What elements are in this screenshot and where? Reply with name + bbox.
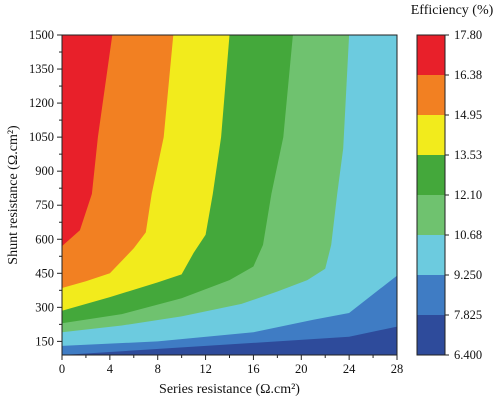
colorbar-segment — [417, 75, 445, 115]
x-axis-label: Series resistance (Ω.cm²) — [159, 382, 300, 397]
contour-band-17.80-17.80 — [62, 35, 113, 247]
colorbar-segment — [417, 195, 445, 235]
x-tick-label: 0 — [59, 362, 65, 376]
y-axis-label: Shunt resistance (Ω.cm²) — [6, 125, 21, 265]
x-axis-ticks: 0 4 8 12 16 20 24 28 — [59, 355, 403, 376]
x-tick-label: 28 — [391, 362, 404, 376]
colorbar-label: 6.400 — [454, 348, 482, 362]
y-tick-label: 1500 — [29, 28, 54, 42]
y-tick-label: 600 — [35, 232, 54, 246]
y-tick-label: 150 — [35, 334, 54, 348]
colorbar-segment — [417, 235, 445, 275]
x-tick-label: 16 — [247, 362, 260, 376]
colorbar-label: 10.68 — [454, 228, 482, 242]
y-axis-ticks: 150 300 450 600 750 900 1050 1200 1350 1500 — [29, 28, 62, 348]
colorbar-label: 13.53 — [454, 148, 482, 162]
y-tick-label: 300 — [35, 300, 54, 314]
colorbar-segment — [417, 155, 445, 195]
colorbar: 6.400 7.825 9.250 10.68 12.10 13.53 14.95 16.38… — [416, 28, 482, 362]
colorbar-segment — [417, 315, 445, 355]
colorbar-label: 12.10 — [454, 188, 482, 202]
x-tick-label: 8 — [155, 362, 161, 376]
colorbar-label: 9.250 — [454, 268, 482, 282]
x-tick-label: 20 — [295, 362, 308, 376]
y-tick-label: 1200 — [29, 96, 54, 110]
colorbar-segment — [417, 115, 445, 155]
y-tick-label: 450 — [35, 266, 54, 280]
y-tick-label: 900 — [35, 164, 54, 178]
y-tick-label: 1050 — [29, 130, 54, 144]
colorbar-title: Efficiency (%) — [411, 3, 494, 18]
colorbar-label: 17.80 — [454, 28, 482, 42]
y-tick-label: 1350 — [29, 62, 54, 76]
colorbar-label: 16.38 — [454, 68, 482, 82]
colorbar-label: 7.825 — [454, 308, 482, 322]
colorbar-segment — [417, 275, 445, 315]
contour-bands — [62, 35, 397, 355]
y-tick-label: 750 — [35, 198, 54, 212]
x-tick-label: 12 — [199, 362, 212, 376]
x-tick-label: 4 — [107, 362, 114, 376]
colorbar-segment — [417, 35, 445, 75]
colorbar-label: 14.95 — [454, 108, 482, 122]
x-tick-label: 24 — [343, 362, 356, 376]
